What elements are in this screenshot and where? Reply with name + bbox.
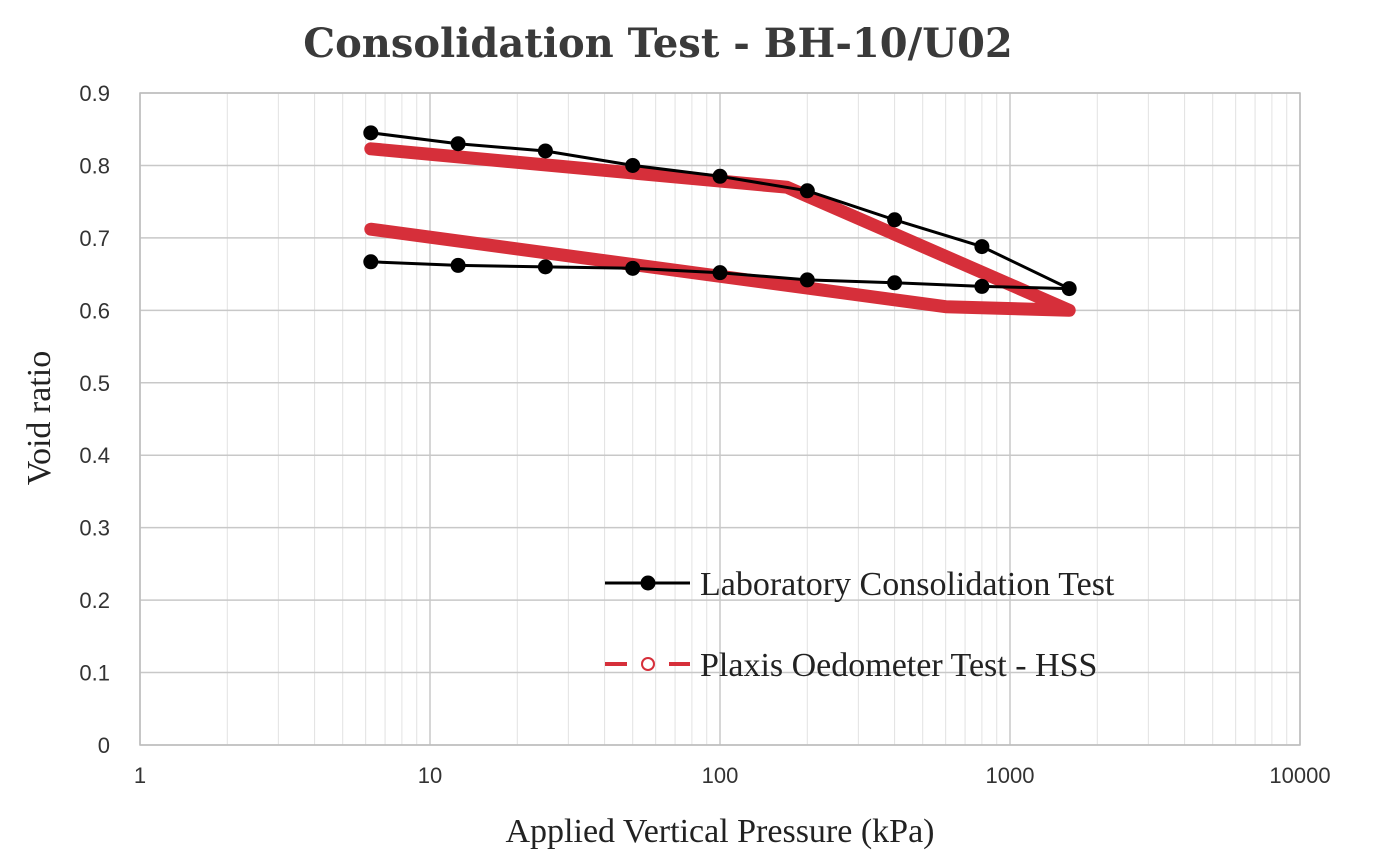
plot-frame xyxy=(139,92,1301,746)
y-tick-labels: 0 0.1 0.2 0.3 0.4 0.5 0.6 0.7 0.8 0.9 xyxy=(79,81,110,758)
data-point xyxy=(363,254,379,270)
data-point xyxy=(1061,281,1077,297)
y-tick-label: 0.2 xyxy=(79,588,110,613)
data-point xyxy=(712,168,728,184)
x-tick-labels: 1 10 100 1000 10000 xyxy=(134,763,1331,788)
legend: Laboratory Consolidation Test Plaxis Oedo… xyxy=(605,566,1115,684)
data-point xyxy=(974,278,990,294)
y-tick-label: 0 xyxy=(98,733,110,758)
data-point xyxy=(799,272,815,288)
grid-minor xyxy=(226,93,1288,745)
data-point xyxy=(712,265,728,281)
data-point xyxy=(799,183,815,199)
data-point xyxy=(625,157,641,173)
series-line-plaxis xyxy=(364,142,1076,317)
data-point xyxy=(537,259,553,275)
legend-marker-laboratory xyxy=(640,575,656,591)
grid-major xyxy=(139,92,1301,746)
y-tick-label: 0.8 xyxy=(79,153,110,178)
x-tick-label: 10000 xyxy=(1269,763,1330,788)
x-tick-label: 10 xyxy=(418,763,442,788)
y-tick-label: 0.4 xyxy=(79,443,110,468)
x-tick-label: 100 xyxy=(702,763,739,788)
data-point xyxy=(450,257,466,273)
data-point xyxy=(537,143,553,159)
legend-marker-plaxis xyxy=(641,657,655,671)
x-axis-label: Applied Vertical Pressure (kPa) xyxy=(506,813,935,850)
chart-title: Consolidation Test - BH-10/U02 xyxy=(303,20,1013,67)
y-tick-label: 0.5 xyxy=(79,371,110,396)
x-tick-label: 1 xyxy=(134,763,146,788)
data-point xyxy=(450,136,466,152)
y-tick-label: 0.7 xyxy=(79,226,110,251)
data-point xyxy=(887,275,903,291)
data-point xyxy=(363,125,379,141)
y-tick-label: 0.1 xyxy=(79,661,110,686)
y-tick-label: 0.9 xyxy=(79,81,110,106)
y-tick-label: 0.6 xyxy=(79,298,110,323)
legend-label-plaxis: Plaxis Oedometer Test - HSS xyxy=(700,647,1097,684)
series-layer xyxy=(363,125,1077,317)
data-point xyxy=(974,239,990,255)
data-point xyxy=(887,212,903,228)
data-point xyxy=(625,260,641,276)
x-tick-label: 1000 xyxy=(986,763,1035,788)
legend-label-laboratory: Laboratory Consolidation Test xyxy=(700,566,1115,603)
y-tick-label: 0.3 xyxy=(79,516,110,541)
y-axis-label: Void ratio xyxy=(21,351,58,485)
